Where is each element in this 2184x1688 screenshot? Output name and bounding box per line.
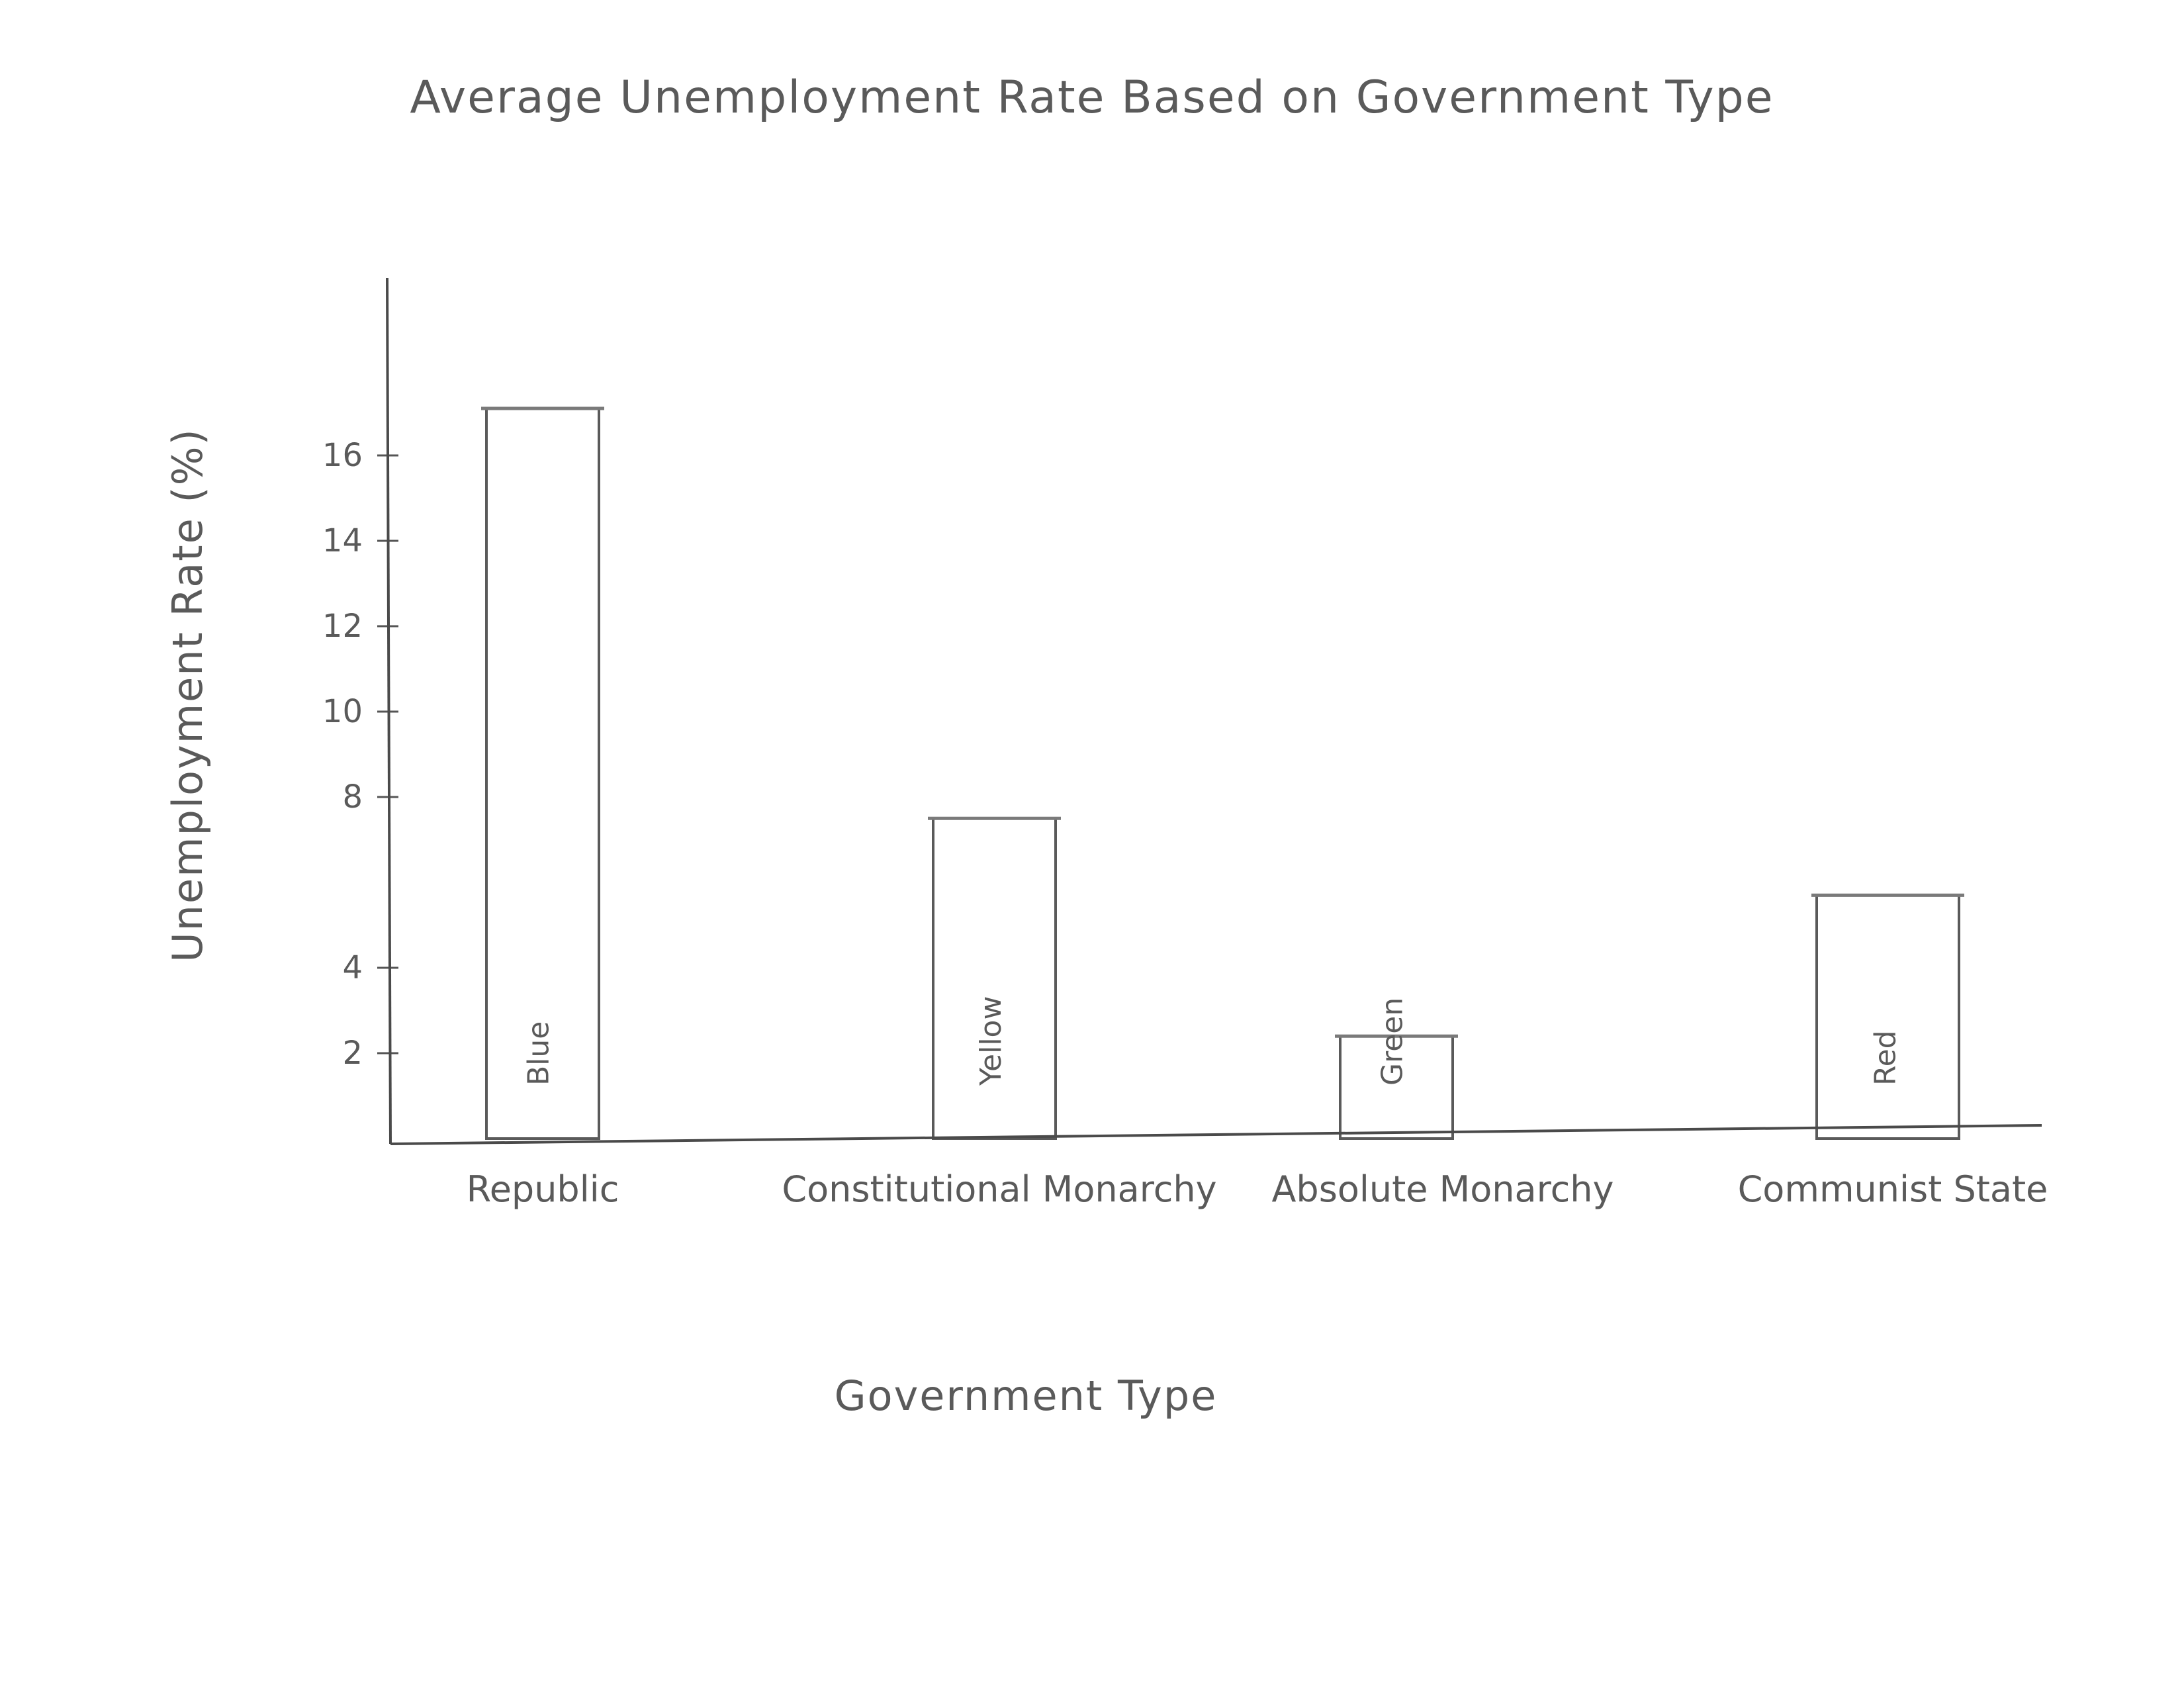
bar-constitutional-monarchy [932,817,1057,1140]
y-tick-label: 8 [342,778,363,816]
bars: Blue Yellow Green Red [481,406,1964,1140]
y-tick-label: 4 [342,949,363,986]
x-axis [390,1124,2042,1145]
y-axis [386,277,392,1145]
x-tick-label: Absolute Monarchy [1271,1168,1614,1210]
y-tick-label: 12 [322,608,363,645]
x-axis-label: Government Type [835,1372,1218,1420]
bar-communist-state [1815,894,1960,1140]
chart-title: Average Unemployment Rate Based on Gover… [410,71,1774,124]
y-tick-label: 14 [322,522,363,559]
y-tick-label: 2 [342,1035,363,1072]
x-tick-label: Republic [467,1168,619,1210]
x-tick-label: Communist State [1738,1168,2048,1210]
y-tick-label: 10 [322,693,363,730]
x-tick-label: Constitutional Monarchy [782,1168,1216,1210]
x-tick-labels: Republic Constitutional Monarchy Absolute … [467,1168,2048,1210]
bar-color-label: Red [1868,1030,1902,1086]
bar-color-label: Yellow [974,996,1008,1086]
bar-color-label: Green [1376,998,1410,1086]
y-tick-label: 16 [322,437,363,474]
bar-color-label: Blue [522,1021,556,1086]
y-axis-label: Unemployment Rate (%) [163,428,212,962]
